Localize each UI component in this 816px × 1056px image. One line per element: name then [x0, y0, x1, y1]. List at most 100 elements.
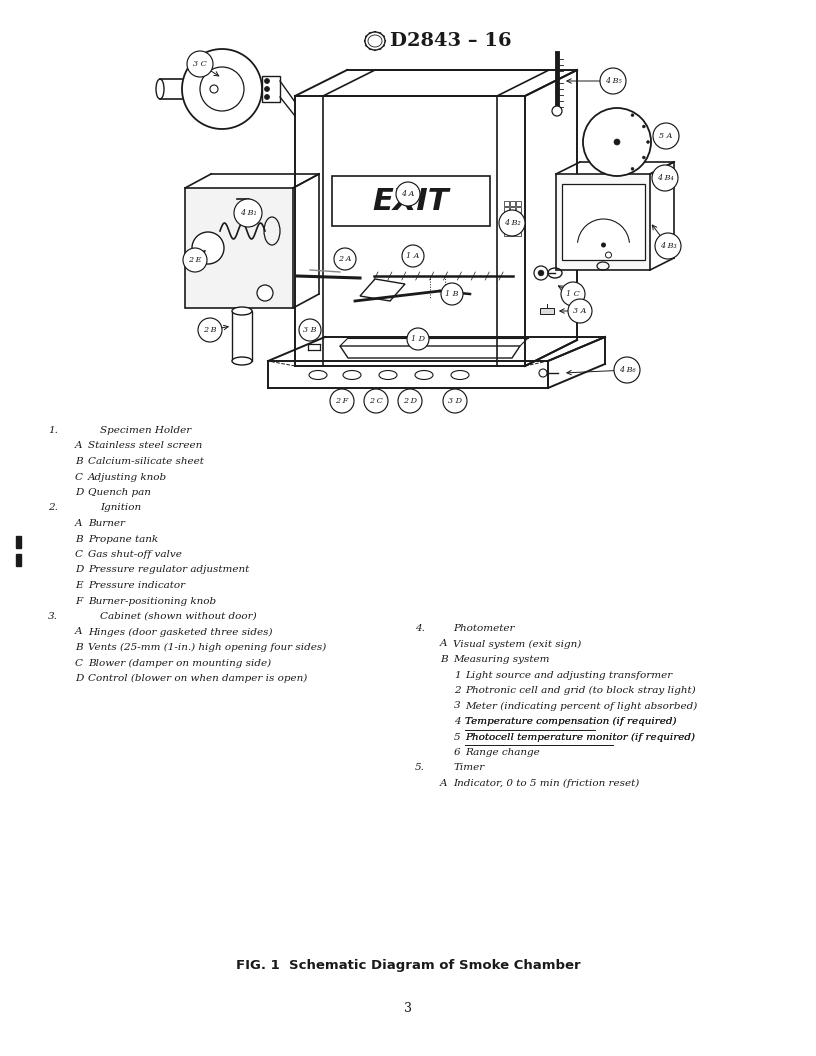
Circle shape: [655, 233, 681, 259]
Text: Visual system (exit sign): Visual system (exit sign): [453, 640, 581, 648]
Bar: [504, 207, 509, 212]
Text: 4: 4: [635, 149, 641, 159]
Text: 2 B: 2 B: [203, 326, 217, 334]
Text: Pressure regulator adjustment: Pressure regulator adjustment: [88, 566, 249, 574]
Text: 4 B₆: 4 B₆: [619, 366, 636, 374]
Circle shape: [210, 84, 218, 93]
Circle shape: [234, 199, 262, 227]
Circle shape: [443, 389, 467, 413]
Text: Adjusting knob: Adjusting knob: [88, 472, 167, 482]
Bar: [516, 219, 521, 224]
Circle shape: [264, 94, 269, 99]
Text: Photocell temperature monitor (if required): Photocell temperature monitor (if requir…: [465, 733, 695, 741]
Bar: [516, 201, 521, 206]
Text: Range change: Range change: [465, 748, 539, 757]
Text: EXIT: EXIT: [373, 187, 450, 215]
Circle shape: [198, 318, 222, 342]
Text: Temperature compensation (if required): Temperature compensation (if required): [465, 717, 676, 727]
Text: 6: 6: [454, 748, 460, 757]
Bar: [185, 188, 293, 308]
Text: Burner-positioning knob: Burner-positioning knob: [88, 597, 216, 605]
Text: 2 C: 2 C: [369, 397, 383, 406]
Text: Meter (indicating percent of light absorbed): Meter (indicating percent of light absor…: [465, 701, 697, 711]
Circle shape: [183, 248, 207, 272]
Text: C: C: [75, 659, 83, 667]
Text: B: B: [75, 457, 82, 466]
Text: F: F: [75, 597, 82, 605]
Text: Calcium-silicate sheet: Calcium-silicate sheet: [88, 457, 204, 466]
Circle shape: [652, 165, 678, 191]
Bar: [540, 308, 554, 314]
Bar: [16, 554, 21, 566]
Bar: [504, 231, 509, 235]
Text: 4 B₂: 4 B₂: [503, 219, 521, 227]
Text: Light source and adjusting transformer: Light source and adjusting transformer: [465, 671, 672, 679]
Bar: [504, 213, 509, 218]
Circle shape: [552, 106, 562, 116]
Text: C: C: [75, 472, 83, 482]
Circle shape: [499, 210, 525, 235]
Text: B: B: [75, 534, 82, 544]
Circle shape: [330, 389, 354, 413]
Bar: [232, 312, 252, 361]
Text: Timer: Timer: [453, 763, 484, 773]
Text: Quench pan: Quench pan: [88, 488, 151, 497]
Text: Gas shut-off valve: Gas shut-off valve: [88, 550, 182, 559]
Text: 5 A: 5 A: [659, 132, 672, 140]
Text: 3: 3: [404, 1001, 412, 1015]
Circle shape: [561, 282, 585, 306]
Bar: [510, 207, 515, 212]
Text: Blower (damper on mounting side): Blower (damper on mounting side): [88, 659, 271, 667]
Bar: [510, 213, 515, 218]
Text: Vents (25-mm (1-in.) high opening four sides): Vents (25-mm (1-in.) high opening four s…: [88, 643, 326, 653]
Text: 5: 5: [626, 157, 632, 168]
Text: 4: 4: [454, 717, 460, 727]
Text: B: B: [75, 643, 82, 652]
Text: Burner: Burner: [88, 518, 125, 528]
Circle shape: [192, 232, 224, 264]
Bar: [556, 174, 650, 270]
Circle shape: [407, 328, 429, 350]
Text: B: B: [440, 655, 448, 664]
Circle shape: [299, 319, 321, 341]
Circle shape: [264, 78, 269, 83]
Circle shape: [396, 182, 420, 206]
Text: 2: 2: [635, 125, 641, 135]
Circle shape: [642, 125, 645, 128]
Text: 3 A: 3 A: [574, 307, 587, 315]
Text: Cabinet (shown without door): Cabinet (shown without door): [100, 612, 256, 621]
Text: Ignition: Ignition: [100, 504, 141, 512]
Text: 4 A: 4 A: [401, 190, 415, 199]
Bar: [516, 225, 521, 230]
Circle shape: [605, 252, 611, 258]
Circle shape: [402, 245, 424, 267]
Text: 3 B: 3 B: [304, 326, 317, 334]
Text: 2: 2: [454, 686, 460, 695]
Bar: [510, 231, 515, 235]
Text: Photocell temperature monitor (if required): Photocell temperature monitor (if requir…: [465, 733, 695, 741]
Bar: [510, 201, 515, 206]
Text: D: D: [75, 566, 83, 574]
Circle shape: [601, 243, 606, 247]
Circle shape: [441, 283, 463, 305]
Bar: [562, 184, 645, 260]
Text: 4.: 4.: [415, 624, 425, 633]
Circle shape: [568, 299, 592, 323]
Bar: [516, 231, 521, 235]
Text: 1: 1: [454, 671, 460, 679]
Circle shape: [646, 140, 650, 144]
Circle shape: [614, 139, 620, 145]
Text: D: D: [75, 488, 83, 497]
Text: 3 C: 3 C: [193, 60, 207, 68]
Text: 3: 3: [638, 137, 644, 147]
Circle shape: [583, 108, 651, 176]
Text: A: A: [440, 779, 447, 788]
Circle shape: [642, 156, 645, 159]
Ellipse shape: [156, 79, 164, 99]
Text: Propane tank: Propane tank: [88, 534, 158, 544]
Bar: [504, 225, 509, 230]
Text: E: E: [75, 581, 82, 590]
Text: 1 B: 1 B: [446, 290, 459, 298]
Bar: [504, 219, 509, 224]
Circle shape: [614, 357, 640, 383]
